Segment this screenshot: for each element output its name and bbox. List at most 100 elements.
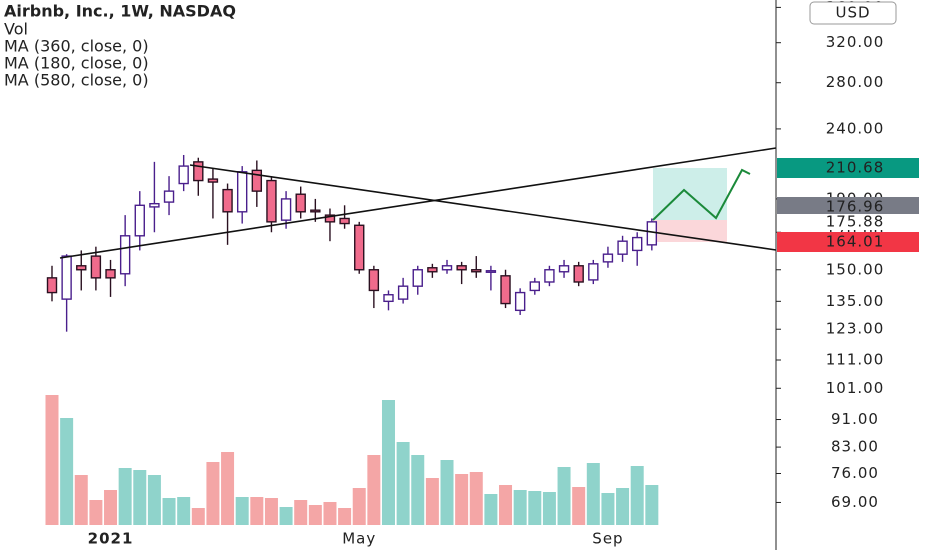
y-tick-label: 240.00 bbox=[826, 119, 885, 137]
legend-entry: MA (180, close, 0) bbox=[4, 54, 149, 73]
volume-bar bbox=[528, 491, 542, 525]
volume-bar bbox=[89, 500, 103, 525]
volume-bar bbox=[147, 475, 161, 525]
price-badge bbox=[777, 158, 919, 178]
trend-line bbox=[59, 147, 777, 259]
candle-body bbox=[397, 285, 409, 300]
candle-body bbox=[485, 270, 497, 273]
price-badge-label: 164.01 bbox=[826, 233, 885, 251]
trend-line bbox=[189, 164, 777, 251]
candle-body bbox=[368, 269, 380, 292]
y-tick-label: 150.00 bbox=[826, 260, 885, 278]
volume-bar bbox=[425, 478, 439, 525]
x-tick-label: Sep bbox=[592, 530, 623, 548]
volume-bar bbox=[162, 498, 176, 525]
candle-body bbox=[471, 269, 482, 273]
loss-zone bbox=[653, 220, 727, 242]
candle-body bbox=[295, 193, 306, 213]
candle-body bbox=[134, 204, 145, 237]
volume-bar bbox=[74, 475, 88, 525]
volume-bar bbox=[601, 493, 615, 525]
candle-body bbox=[514, 291, 526, 312]
y-tick-label: 111.00 bbox=[826, 350, 885, 368]
candle-body bbox=[236, 171, 248, 213]
volume-bar bbox=[133, 470, 147, 525]
candle-body bbox=[632, 236, 643, 252]
volume-bar bbox=[60, 418, 74, 525]
y-tick-label: 320.00 bbox=[826, 33, 885, 51]
volume-bar bbox=[352, 488, 366, 525]
candle-body bbox=[500, 275, 511, 305]
x-axis bbox=[0, 527, 776, 550]
volume-bar bbox=[294, 500, 308, 525]
price-badge bbox=[777, 232, 919, 252]
candle-body bbox=[266, 179, 277, 223]
volume-bar bbox=[191, 508, 205, 525]
candle-body bbox=[354, 224, 365, 271]
volume-bar bbox=[586, 463, 600, 525]
volume-bar bbox=[513, 490, 527, 525]
candle-body bbox=[588, 263, 599, 281]
candle-body bbox=[427, 267, 438, 273]
candle-body bbox=[149, 202, 160, 208]
legend-entry: MA (360, close, 0) bbox=[4, 37, 149, 56]
candle-body bbox=[280, 198, 292, 221]
volume-bar bbox=[572, 487, 586, 525]
y-tick-label: 123.00 bbox=[826, 320, 885, 338]
volume-bar bbox=[469, 472, 483, 525]
price-badge-label: 210.68 bbox=[826, 159, 885, 177]
volume-bar bbox=[264, 498, 278, 525]
candle-body bbox=[573, 265, 584, 283]
candle-body bbox=[207, 178, 219, 183]
volume-bar bbox=[440, 460, 454, 525]
candle-body bbox=[90, 255, 102, 279]
volume-bar bbox=[381, 400, 395, 525]
y-tick-label: 91.00 bbox=[831, 410, 879, 428]
candle-body bbox=[251, 169, 263, 192]
candle-body bbox=[602, 253, 614, 263]
candle-body bbox=[339, 217, 350, 225]
price-badge-label: 176.96 bbox=[826, 198, 885, 216]
volume-bar bbox=[367, 455, 381, 525]
volume-bar bbox=[323, 502, 337, 525]
y-tick-label: 135.00 bbox=[826, 292, 885, 310]
candle-body bbox=[529, 281, 540, 292]
volume-bar bbox=[411, 455, 425, 525]
volume-bar bbox=[177, 497, 191, 525]
candle-body bbox=[558, 265, 570, 273]
volume-bar bbox=[235, 497, 249, 525]
volume-bar bbox=[616, 488, 630, 525]
x-tick-label: May bbox=[342, 530, 376, 548]
candle-body bbox=[76, 265, 87, 271]
price-badge bbox=[777, 197, 919, 217]
volume-bar bbox=[396, 442, 410, 525]
volume-bar bbox=[542, 492, 556, 525]
volume-bar bbox=[455, 474, 469, 525]
candle-body bbox=[646, 221, 658, 246]
y-tick-label: 69.00 bbox=[831, 493, 879, 511]
candle-body bbox=[544, 269, 555, 283]
volume-bar bbox=[279, 507, 293, 525]
candle-body bbox=[178, 165, 189, 185]
candle-body bbox=[119, 235, 131, 275]
volume-bar bbox=[206, 462, 220, 525]
price-badge-label: 175.88 bbox=[826, 213, 885, 231]
candle-body bbox=[441, 265, 453, 271]
legend-entry: MA (580, close, 0) bbox=[4, 71, 149, 90]
currency-badge bbox=[809, 1, 897, 25]
volume-bar bbox=[499, 485, 513, 525]
candle-body bbox=[324, 214, 336, 223]
volume-bar bbox=[308, 505, 322, 525]
price-badge bbox=[777, 214, 919, 230]
y-tick-label: 76.00 bbox=[831, 464, 879, 482]
volume-bar bbox=[104, 490, 118, 525]
volume-bar bbox=[484, 494, 498, 525]
y-tick-label: 101.00 bbox=[826, 379, 885, 397]
candle-body bbox=[46, 277, 58, 294]
volume-bar bbox=[250, 497, 264, 525]
candle-body bbox=[61, 255, 72, 300]
candle-body bbox=[105, 269, 116, 279]
projection-arrow bbox=[652, 168, 751, 221]
x-tick-label: 2021 bbox=[88, 530, 134, 548]
